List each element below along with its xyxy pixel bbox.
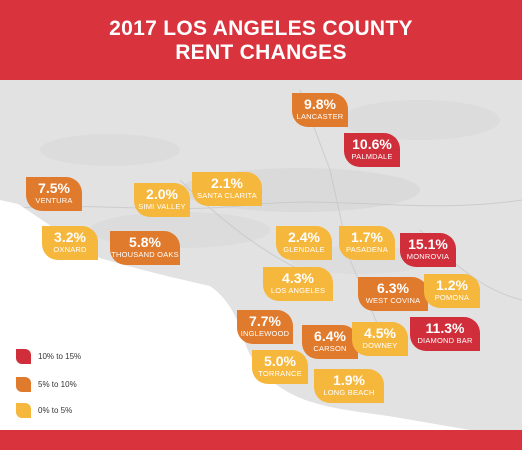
city-tag-torrance: 5.0% TORRANCE (252, 350, 308, 384)
rent-change-value: 7.7% (249, 313, 281, 329)
city-tag-santa-clarita: 2.1% SANTA CLARITA (192, 172, 262, 206)
city-name: DIAMOND BAR (417, 336, 473, 345)
rent-change-value: 1.2% (436, 277, 468, 293)
city-name: LOS ANGELES (270, 286, 326, 295)
city-name: WEST COVINA (365, 296, 421, 305)
title-line-1: 2017 LOS ANGELES COUNTY (109, 17, 413, 40)
title-line-2: RENT CHANGES (175, 41, 347, 64)
city-tag-ventura: 7.5% VENTURA (26, 177, 82, 211)
city-tag-los-angeles: 4.3% LOS ANGELES (263, 267, 333, 301)
city-tag-glendale: 2.4% GLENDALE (276, 226, 332, 260)
rent-change-value: 6.4% (314, 328, 346, 344)
city-name: SIMI VALLEY (138, 202, 186, 211)
city-tag-thousand-oaks: 5.8% THOUSAND OAKS (110, 231, 180, 265)
legend-label: 0% to 5% (38, 406, 73, 415)
city-name: SANTA CLARITA (197, 191, 257, 200)
rent-change-value: 5.8% (129, 234, 161, 250)
city-tag-carson: 6.4% CARSON (302, 325, 358, 359)
city-tag-pasadena: 1.7% PASADENA (339, 226, 395, 260)
rent-change-value: 4.3% (282, 270, 314, 286)
city-tag-diamond-bar: 11.3% DIAMOND BAR (410, 317, 480, 351)
city-name: THOUSAND OAKS (111, 250, 179, 259)
city-name: OXNARD (53, 245, 87, 254)
city-tag-monrovia: 15.1% MONROVIA (400, 233, 456, 267)
city-name: DOWNEY (362, 341, 398, 350)
city-name: MONROVIA (406, 252, 450, 261)
rent-change-value: 9.8% (304, 96, 336, 112)
rent-change-value: 1.7% (351, 229, 383, 245)
city-name: POMONA (434, 293, 470, 302)
legend-swatch (16, 349, 31, 364)
page-title: 2017 LOS ANGELES COUNTY RENT CHANGES (0, 17, 522, 65)
rent-change-value: 15.1% (408, 236, 448, 252)
city-tag-lancaster: 9.8% LANCASTER (292, 93, 348, 127)
city-tag-long-beach: 1.9% LONG BEACH (314, 369, 384, 403)
city-name: PASADENA (346, 245, 388, 254)
title-banner (0, 0, 522, 80)
city-tag-downey: 4.5% DOWNEY (352, 322, 408, 356)
legend-swatch (16, 377, 31, 392)
city-name: CARSON (313, 344, 347, 353)
rent-change-value: 3.2% (54, 229, 86, 245)
city-tag-pomona: 1.2% POMONA (424, 274, 480, 308)
rent-change-value: 2.4% (288, 229, 320, 245)
city-tag-inglewood: 7.7% INGLEWOOD (237, 310, 293, 344)
city-tag-simi-valley: 2.0% SIMI VALLEY (134, 183, 190, 217)
rent-change-value: 4.5% (364, 325, 396, 341)
pacific-ocean (0, 200, 470, 430)
rent-change-value: 1.9% (333, 372, 365, 388)
rent-change-value: 5.0% (264, 353, 296, 369)
city-tag-west-covina: 6.3% WEST COVINA (358, 277, 428, 311)
city-name: VENTURA (35, 196, 73, 205)
legend-swatch (16, 403, 31, 418)
city-name: PALMDALE (351, 152, 393, 161)
rent-change-value: 10.6% (352, 136, 392, 152)
city-name: LANCASTER (296, 112, 344, 121)
footer-banner (0, 430, 522, 450)
legend-label: 10% to 15% (38, 352, 82, 361)
rent-change-value: 7.5% (38, 180, 70, 196)
rent-change-value: 2.0% (146, 186, 178, 202)
city-name: INGLEWOOD (240, 329, 290, 338)
rent-change-value: 2.1% (211, 175, 243, 191)
legend-label: 5% to 10% (38, 380, 77, 389)
city-name: LONG BEACH (323, 388, 375, 397)
city-tag-palmdale: 10.6% PALMDALE (344, 133, 400, 167)
city-name: TORRANCE (258, 369, 302, 378)
rent-change-value: 11.3% (425, 320, 465, 336)
city-name: GLENDALE (283, 245, 325, 254)
legend: 10% to 15% 5% to 10% 0% to 5% (10, 339, 102, 427)
rent-change-value: 6.3% (377, 280, 409, 296)
city-tag-oxnard: 3.2% OXNARD (42, 226, 98, 260)
